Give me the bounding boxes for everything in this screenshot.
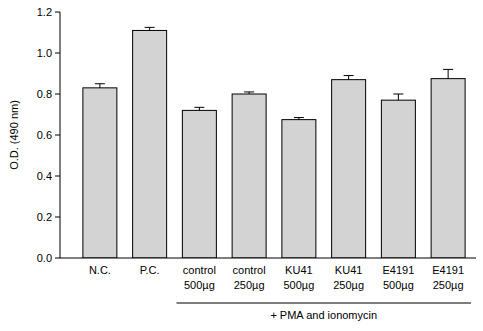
error-cap (95, 83, 105, 84)
x-tick-label: control 500µg (183, 264, 216, 291)
y-tick (55, 176, 60, 177)
error-bar (145, 27, 155, 30)
label-line: 250µg (234, 279, 265, 291)
bar (381, 100, 415, 258)
label-line: 250µg (333, 279, 364, 291)
error-stem (448, 69, 449, 78)
label-line: 500µg (184, 279, 215, 291)
error-stem (348, 76, 349, 80)
y-tick (55, 135, 60, 136)
bar (133, 30, 167, 258)
error-cap (294, 117, 304, 118)
error-cap (344, 75, 354, 76)
bar (332, 80, 366, 258)
y-tick-label: 0.2 (37, 211, 52, 223)
y-tick-label: 1.0 (37, 47, 52, 59)
x-tick-label: KU41 250µg (333, 264, 364, 291)
label-line: 500µg (383, 279, 414, 291)
error-bar (95, 84, 105, 88)
error-bar (244, 92, 254, 94)
label-line: N.C. (89, 264, 111, 276)
error-bar (393, 94, 403, 100)
x-tick-label: E4191 250µg (432, 264, 464, 291)
label-line: KU41 (285, 264, 313, 276)
chart-container: 0.0 0.2 0.4 0.6 0.8 1.0 1.2 N.C. P.C. control 500µ… (0, 0, 483, 331)
y-tick-label: 0.0 (37, 252, 52, 264)
error-stem (99, 84, 100, 88)
x-tick-label: KU41 500µg (283, 264, 314, 291)
label-line: control (183, 264, 216, 276)
y-tick-label: 0.6 (37, 129, 52, 141)
label-line: E4191 (432, 264, 464, 276)
label-line: KU41 (335, 264, 363, 276)
y-tick (55, 53, 60, 54)
error-bar (443, 69, 453, 78)
error-cap (194, 107, 204, 108)
bar (431, 79, 465, 258)
error-bar (194, 107, 204, 110)
bar (83, 88, 117, 258)
error-cap (244, 91, 254, 92)
y-tick-label: 0.8 (37, 88, 52, 100)
y-tick (55, 217, 60, 218)
y-tick-label: 0.4 (37, 170, 52, 182)
bars (83, 27, 465, 258)
x-tick-label: P.C. (140, 264, 160, 276)
error-bar (344, 76, 354, 80)
label-line: P.C. (140, 264, 160, 276)
chart-svg: 0.0 0.2 0.4 0.6 0.8 1.0 1.2 N.C. P.C. control 500µ… (0, 0, 483, 331)
y-axis-label: O.D. (490 nm) (8, 100, 20, 170)
label-line: E4191 (382, 264, 414, 276)
x-axis (60, 258, 476, 259)
x-tick-label: N.C. (89, 264, 111, 276)
y-tick (55, 258, 60, 259)
bar (232, 94, 266, 258)
annotation-line (177, 303, 472, 304)
x-tick-label: E4191 500µg (382, 264, 414, 291)
error-cap (443, 69, 453, 70)
y-tick (55, 12, 60, 13)
label-line: control (233, 264, 266, 276)
error-cap (393, 94, 403, 95)
error-stem (398, 94, 399, 100)
x-tick-label: control 250µg (233, 264, 266, 291)
error-cap (145, 27, 155, 28)
label-line: 500µg (283, 279, 314, 291)
bar (282, 120, 316, 258)
bar (182, 110, 216, 258)
y-tick-label: 1.2 (37, 6, 52, 18)
annotation: + PMA and ionomycin (270, 309, 377, 321)
label-line: 250µg (433, 279, 464, 291)
error-bar (294, 118, 304, 120)
y-tick (55, 94, 60, 95)
